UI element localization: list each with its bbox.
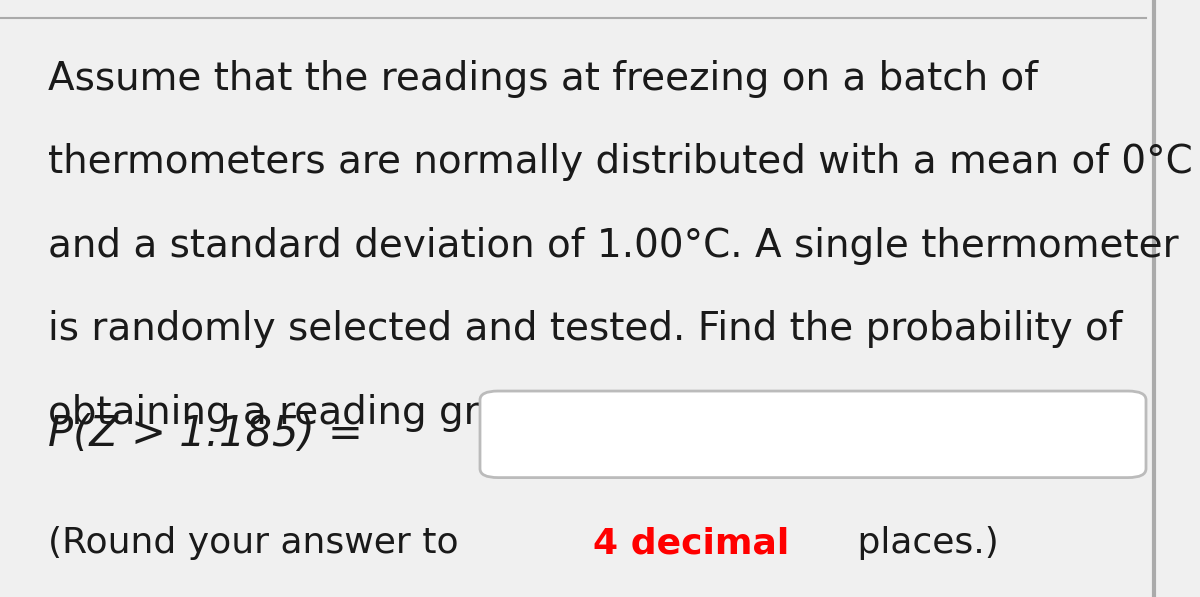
Text: is randomly selected and tested. Find the probability of: is randomly selected and tested. Find th… bbox=[48, 310, 1122, 349]
Text: obtaining a reading greater than 1.185°C.: obtaining a reading greater than 1.185°C… bbox=[48, 394, 865, 432]
Text: thermometers are normally distributed with a mean of 0°C: thermometers are normally distributed wi… bbox=[48, 143, 1193, 181]
Text: Assume that the readings at freezing on a batch of: Assume that the readings at freezing on … bbox=[48, 60, 1038, 98]
Text: 4 decimal: 4 decimal bbox=[593, 527, 788, 560]
Text: P(Z > 1.185) =: P(Z > 1.185) = bbox=[48, 413, 362, 456]
Text: places.): places.) bbox=[846, 527, 998, 560]
Text: (Round your answer to: (Round your answer to bbox=[48, 527, 470, 560]
Text: and a standard deviation of 1.00°C. A single thermometer: and a standard deviation of 1.00°C. A si… bbox=[48, 227, 1178, 265]
FancyBboxPatch shape bbox=[480, 391, 1146, 478]
